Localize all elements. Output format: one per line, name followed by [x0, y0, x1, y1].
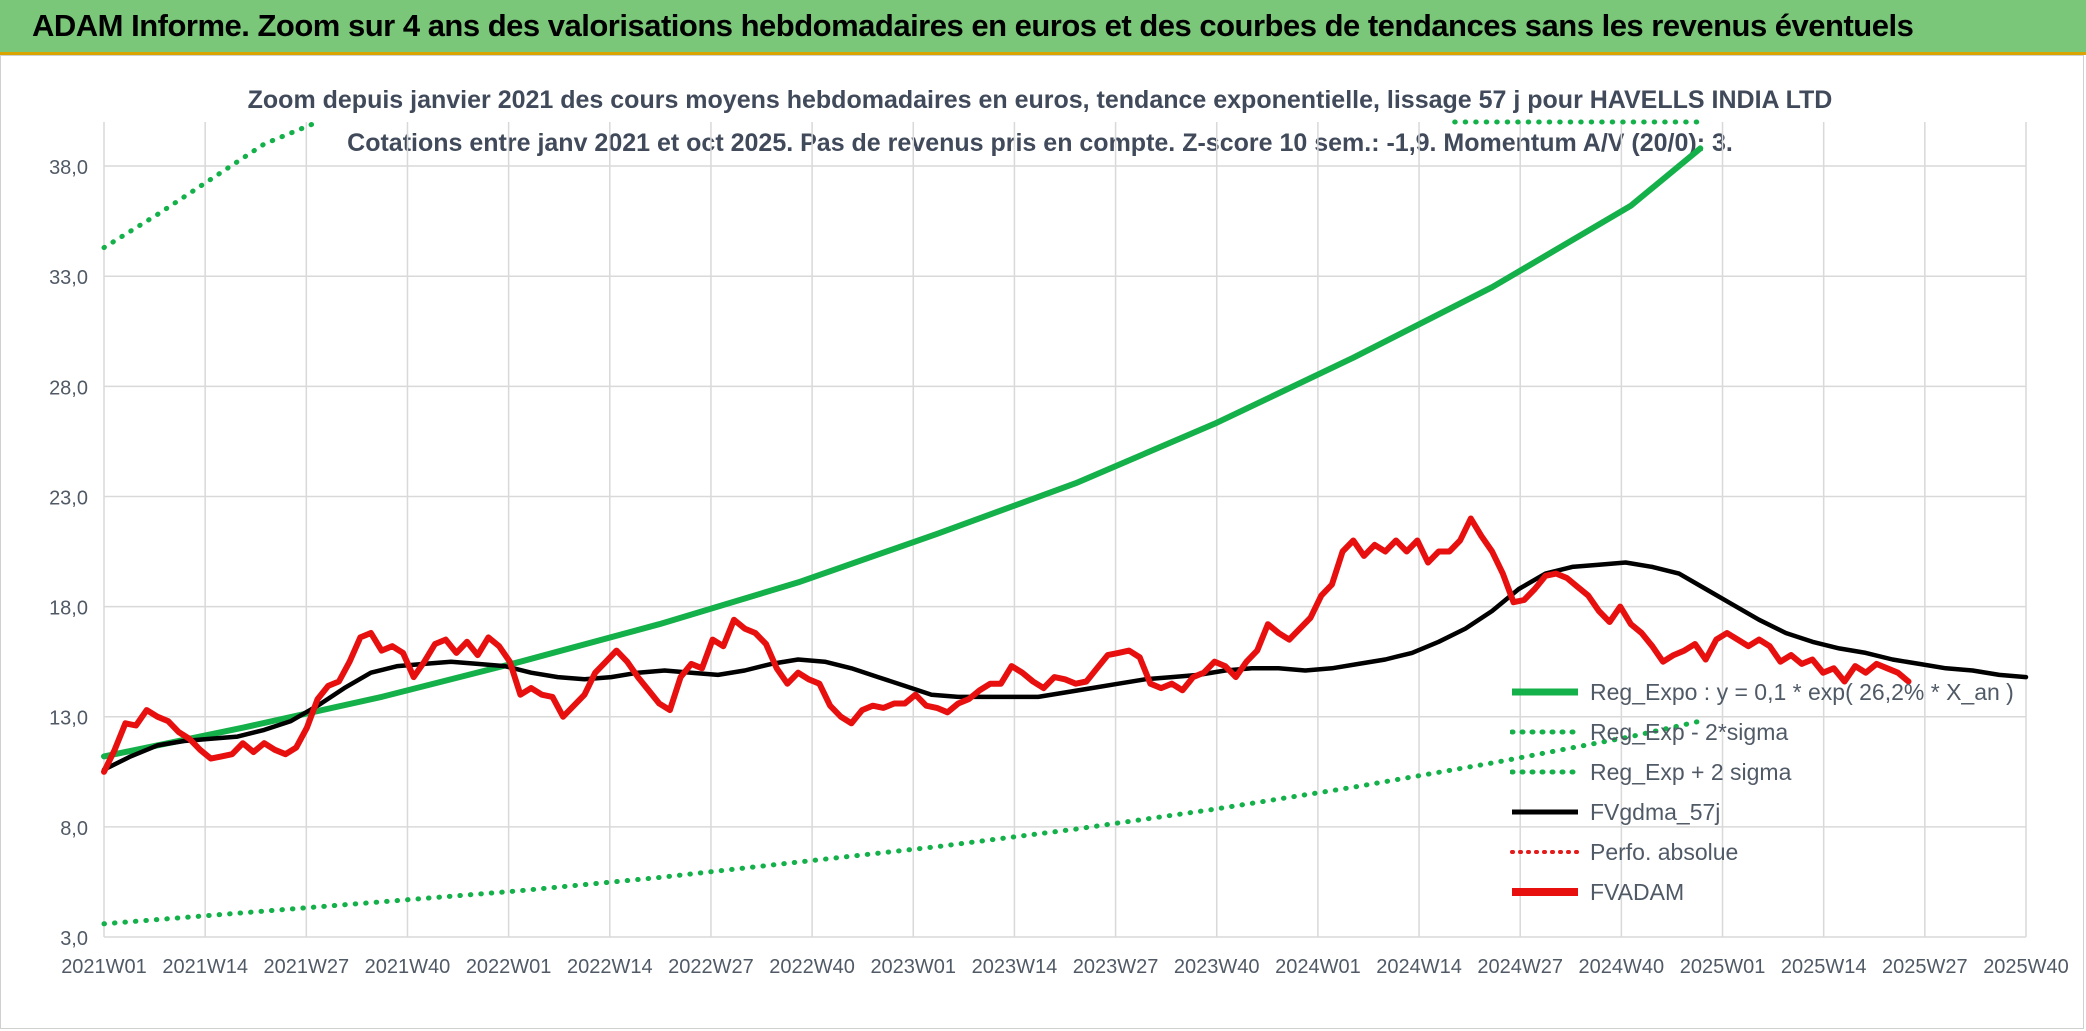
- x-tick-label: 2021W40: [365, 956, 451, 978]
- legend-item-fvgdma: FVgdma_57j: [1510, 797, 2070, 837]
- legend-swatch-perfo-absolue: [1510, 850, 1580, 854]
- x-tick-label: 2021W27: [264, 956, 350, 978]
- legend-item-fvadam: FVADAM: [1510, 877, 2070, 917]
- x-tick-label: 2022W01: [466, 956, 552, 978]
- series-fvadam-line: [101, 515, 1912, 775]
- report-title: ADAM Informe. Zoom sur 4 ans des valoris…: [32, 8, 1914, 43]
- y-tick-label: 3,0: [60, 928, 88, 950]
- x-tick-label: 2021W01: [61, 956, 147, 978]
- x-tick-label: 2023W27: [1073, 956, 1159, 978]
- series-lines: [101, 119, 2029, 927]
- legend-swatch-reg-exp-plus: [1510, 769, 1580, 775]
- legend-label-perfo-absolue: Perfo. absolue: [1590, 839, 1739, 865]
- legend-item-reg-exp-minus: Reg_Exp - 2*sigma: [1510, 717, 2070, 757]
- y-tick-label: 18,0: [49, 598, 88, 620]
- legend-swatch-fvadam: [1512, 888, 1578, 896]
- legend-swatch-fvgdma: [1512, 809, 1578, 815]
- y-tick-label: 8,0: [60, 818, 88, 840]
- x-tick-label: 2021W14: [162, 956, 248, 978]
- legend-label-reg-exp-plus: Reg_Exp + 2 sigma: [1590, 759, 1792, 785]
- y-axis: 3,0 8,0 13,0 18,0 23,0 28,0 33,0 38,0: [49, 157, 88, 950]
- y-tick-label: 13,0: [49, 708, 88, 730]
- y-tick-label: 23,0: [49, 487, 88, 509]
- x-tick-label: 2025W27: [1882, 956, 1968, 978]
- x-tick-label: 2023W01: [870, 956, 956, 978]
- x-tick-label: 2025W14: [1781, 956, 1867, 978]
- x-tick-label: 2022W14: [567, 956, 653, 978]
- x-tick-label: 2025W01: [1680, 956, 1766, 978]
- chart-title: Zoom depuis janvier 2021 des cours moyen…: [247, 86, 1833, 114]
- x-tick-label: 2024W27: [1477, 956, 1563, 978]
- chart-subtitle: Cotations entre janv 2021 et oct 2025. P…: [347, 129, 1733, 157]
- series-reg-expo-line: [101, 145, 1704, 760]
- x-tick-label: 2024W14: [1376, 956, 1462, 978]
- legend-label-fvgdma: FVgdma_57j: [1590, 799, 1721, 825]
- y-tick-label: 33,0: [49, 267, 88, 289]
- legend-swatch-reg-expo: [1512, 688, 1578, 696]
- legend-label-reg-expo: Reg_Expo : y = 0,1 * exp( 26,2% * X_an ): [1590, 679, 2014, 705]
- series-reg-exp-plus-line: [101, 119, 321, 251]
- x-tick-label: 2023W14: [972, 956, 1058, 978]
- x-tick-label: 2025W40: [1983, 956, 2069, 978]
- legend-swatch-reg-exp-minus: [1510, 729, 1580, 735]
- x-tick-label: 2022W40: [769, 956, 855, 978]
- y-tick-label: 28,0: [49, 377, 88, 399]
- y-tick-label: 38,0: [49, 157, 88, 179]
- legend-label-fvadam: FVADAM: [1590, 879, 1685, 905]
- legend-label-reg-exp-minus: Reg_Exp - 2*sigma: [1590, 719, 1789, 745]
- series-reg-exp-minus-line: [101, 718, 1703, 927]
- legend-item-reg-exp-plus: Reg_Exp + 2 sigma: [1510, 757, 2070, 797]
- x-tick-label: 2024W01: [1275, 956, 1361, 978]
- x-axis: 2021W01 2021W14 2021W27 2021W40 2022W01 2022W…: [61, 956, 2069, 978]
- legend-item-perfo-absolue: Perfo. absolue: [1510, 837, 2070, 877]
- x-tick-label: 2024W40: [1579, 956, 1665, 978]
- legend-item-reg-expo: Reg_Expo : y = 0,1 * exp( 26,2% * X_an ): [1510, 677, 2070, 717]
- report-banner: ADAM Informe. Zoom sur 4 ans des valoris…: [0, 0, 2086, 55]
- x-tick-label: 2022W27: [668, 956, 754, 978]
- grid-lines: [103, 122, 2027, 938]
- x-tick-label: 2023W40: [1174, 956, 1260, 978]
